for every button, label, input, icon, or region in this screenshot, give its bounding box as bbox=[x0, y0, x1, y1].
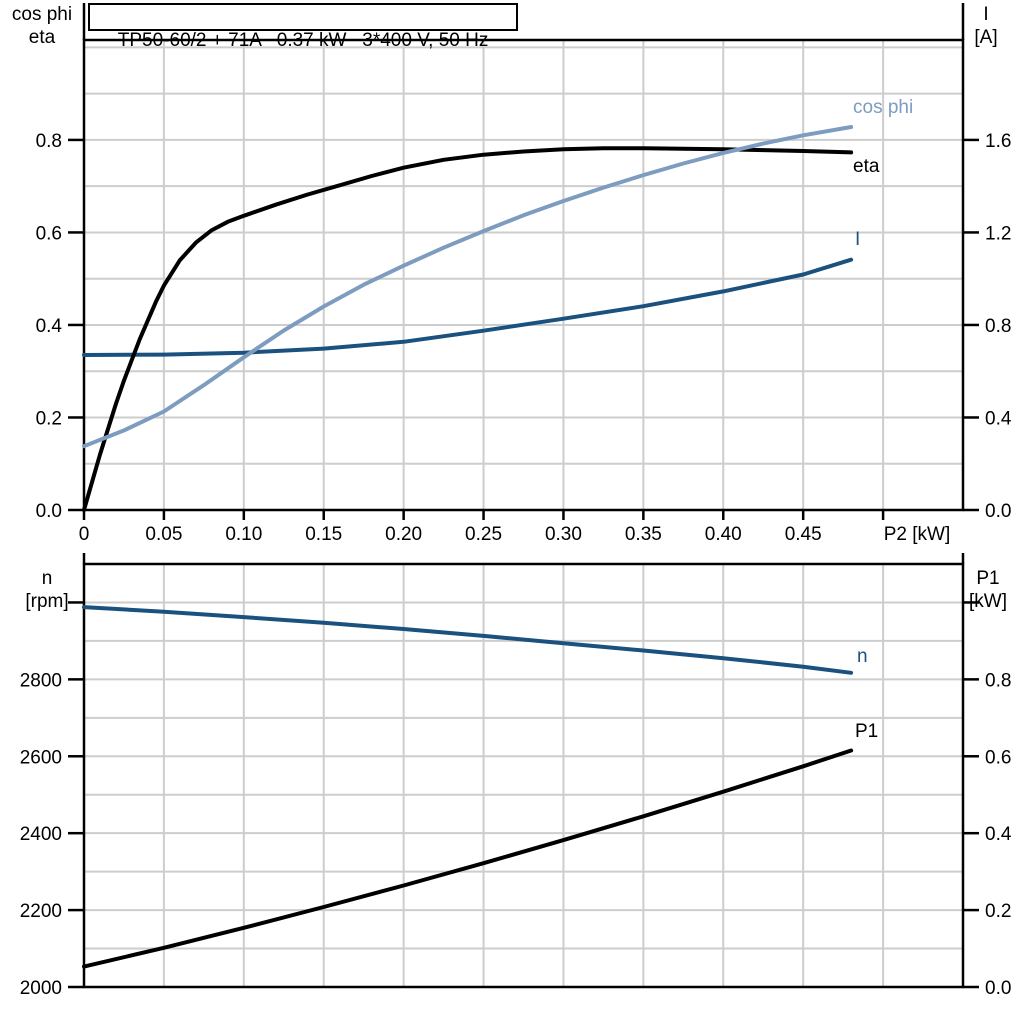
right-tick-label: 0.2 bbox=[985, 901, 1011, 922]
curve-label-eta: eta bbox=[853, 156, 880, 177]
x-axis-unit-label: P2 [kW] bbox=[884, 524, 951, 545]
bottom-right-axis-header: P1 [kW] bbox=[962, 567, 1014, 613]
curve-cos-phi bbox=[82, 125, 854, 449]
axis-label-speed-unit: [rpm] bbox=[25, 591, 69, 612]
left-tick-label: 0.4 bbox=[36, 316, 63, 337]
axis-label-p1-unit: [kW] bbox=[969, 591, 1007, 612]
x-tick-label: 0.40 bbox=[705, 524, 742, 545]
axis-label-current: I bbox=[983, 4, 989, 25]
left-tick-label: 2400 bbox=[20, 824, 62, 845]
pump-title: TP50-60/2 + 71A 0.37 kW 3*400 V, 50 Hz bbox=[117, 30, 489, 51]
left-tick-label: 2200 bbox=[20, 901, 62, 922]
axis-label-p1: P1 bbox=[976, 568, 1000, 589]
axis-label-current-unit: [A] bbox=[974, 27, 998, 48]
curve-label-n: n bbox=[857, 646, 868, 667]
curve-I bbox=[82, 257, 854, 357]
left-tick-label: 0.6 bbox=[36, 223, 62, 244]
x-tick-label: 0.05 bbox=[145, 524, 182, 545]
left-tick-label: 0.8 bbox=[36, 131, 62, 152]
curve-eta bbox=[82, 146, 854, 512]
axis-label-cos-phi: cos phi bbox=[11, 4, 73, 25]
right-tick-label: 0.8 bbox=[985, 670, 1011, 691]
right-tick-label: 0.0 bbox=[985, 978, 1011, 999]
title-box: TP50-60/2 + 71A 0.37 kW 3*400 V, 50 Hz bbox=[88, 3, 518, 51]
left-tick-label: 2800 bbox=[20, 670, 62, 691]
right-tick-label: 1.2 bbox=[985, 223, 1011, 244]
left-tick-label: 2000 bbox=[20, 978, 62, 999]
x-tick-label: 0.20 bbox=[385, 524, 422, 545]
x-tick-label: 0.35 bbox=[625, 524, 662, 545]
curve-label-P1: P1 bbox=[855, 721, 878, 742]
curve-n bbox=[82, 605, 854, 675]
right-tick-label: 0.4 bbox=[985, 824, 1012, 845]
x-tick-label: 0.10 bbox=[225, 524, 262, 545]
top-left-axis-header: cos phi eta bbox=[10, 3, 74, 49]
bottom-left-axis-header: n [rpm] bbox=[17, 567, 77, 613]
x-tick-label: 0.45 bbox=[785, 524, 822, 545]
left-tick-label: 0.2 bbox=[36, 408, 62, 429]
right-tick-label: 0.0 bbox=[985, 501, 1011, 522]
left-tick-label: 2600 bbox=[20, 747, 62, 768]
right-tick-label: 0.6 bbox=[985, 747, 1011, 768]
right-tick-label: 0.8 bbox=[985, 316, 1011, 337]
curve-P1 bbox=[82, 748, 854, 969]
right-tick-label: 1.6 bbox=[985, 131, 1011, 152]
x-tick-label: 0.15 bbox=[305, 524, 342, 545]
x-tick-label: 0.25 bbox=[465, 524, 502, 545]
top-right-axis-header: I [A] bbox=[960, 3, 1012, 49]
curve-label-I: I bbox=[855, 229, 860, 250]
plot-frame bbox=[82, 38, 965, 512]
axis-label-speed: n bbox=[41, 568, 53, 589]
x-tick-label: 0 bbox=[79, 524, 90, 545]
right-tick-label: 0.4 bbox=[985, 408, 1012, 429]
curve-label-cos-phi: cos phi bbox=[853, 97, 913, 118]
left-tick-label: 0.0 bbox=[36, 501, 62, 522]
axis-label-eta: eta bbox=[28, 27, 56, 48]
plot-frame bbox=[82, 562, 965, 989]
x-tick-label: 0.30 bbox=[545, 524, 582, 545]
